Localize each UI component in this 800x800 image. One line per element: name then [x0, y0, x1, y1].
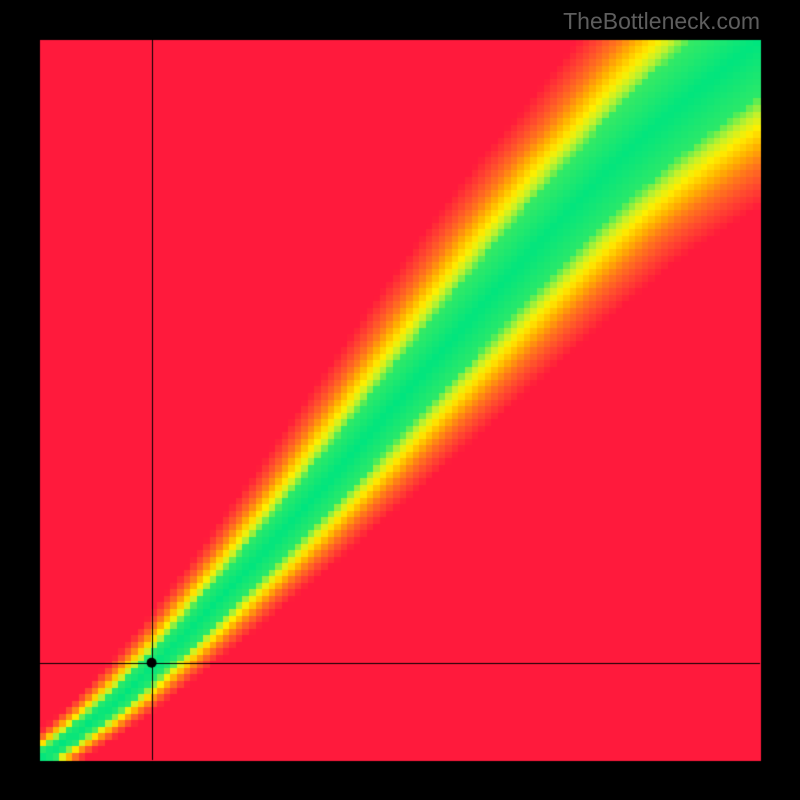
chart-container: { "canvas": { "width": 800, "height": 80… — [0, 0, 800, 800]
heatmap-canvas — [0, 0, 800, 800]
watermark-text: TheBottleneck.com — [563, 8, 760, 35]
